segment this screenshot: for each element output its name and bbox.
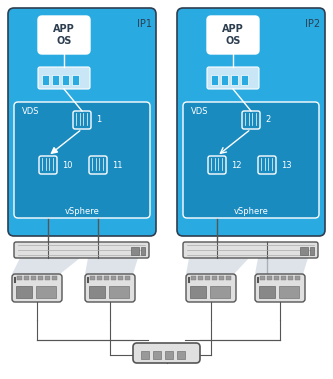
Bar [210,286,230,298]
Bar [211,75,218,85]
Bar [109,286,129,298]
FancyBboxPatch shape [255,274,305,302]
Bar [52,276,57,280]
Bar [288,276,293,280]
Bar [191,276,196,280]
Bar [45,276,50,280]
FancyBboxPatch shape [85,274,135,302]
Text: 13: 13 [281,160,292,169]
Text: vSphere: vSphere [65,207,100,216]
Bar [141,247,145,255]
Bar [89,286,105,298]
FancyBboxPatch shape [207,67,259,89]
FancyBboxPatch shape [207,16,259,54]
Bar [16,286,32,298]
Polygon shape [12,258,80,274]
Text: IP2: IP2 [305,19,321,29]
Text: 10: 10 [62,160,73,169]
FancyBboxPatch shape [38,67,90,89]
FancyBboxPatch shape [183,242,318,258]
Polygon shape [85,258,138,274]
FancyBboxPatch shape [14,242,149,258]
FancyBboxPatch shape [14,102,150,218]
Text: IP1: IP1 [137,19,152,29]
FancyBboxPatch shape [133,343,200,363]
Bar [118,276,123,280]
Bar [153,351,161,359]
Bar [131,247,139,255]
Bar [42,75,49,85]
Polygon shape [255,258,308,274]
Text: APP
OS: APP OS [53,24,75,46]
Bar [259,286,275,298]
Bar [72,75,79,85]
Bar [226,276,231,280]
FancyBboxPatch shape [38,16,90,54]
Bar [221,75,228,85]
Text: 1: 1 [96,116,101,124]
Bar [212,276,217,280]
Bar [90,276,95,280]
Polygon shape [186,258,249,274]
Bar [36,286,56,298]
Bar [165,351,173,359]
Bar [260,276,265,280]
Bar [177,351,185,359]
Bar [281,276,286,280]
Bar [141,351,149,359]
Bar [111,276,116,280]
Bar [279,286,299,298]
Bar [300,247,308,255]
Bar [198,276,203,280]
Bar [231,75,238,85]
Bar [104,276,109,280]
Bar [267,276,272,280]
Text: APP
OS: APP OS [222,24,244,46]
Bar [97,276,102,280]
Text: 11: 11 [112,160,123,169]
Bar [310,247,314,255]
Text: vSphere: vSphere [233,207,268,216]
FancyBboxPatch shape [8,8,156,236]
Bar [38,276,43,280]
FancyBboxPatch shape [186,274,236,302]
Bar [24,276,29,280]
Bar [219,276,224,280]
Bar [274,276,279,280]
Text: 12: 12 [231,160,241,169]
Bar [295,276,300,280]
Bar [62,75,69,85]
FancyBboxPatch shape [177,8,325,236]
FancyBboxPatch shape [183,102,319,218]
Bar [31,276,36,280]
Bar [52,75,59,85]
FancyBboxPatch shape [12,274,62,302]
Text: 2: 2 [265,116,270,124]
Bar [125,276,130,280]
Bar [190,286,206,298]
Text: VDS: VDS [191,108,208,116]
Bar [241,75,248,85]
Text: VDS: VDS [22,108,40,116]
Bar [205,276,210,280]
Bar [17,276,22,280]
